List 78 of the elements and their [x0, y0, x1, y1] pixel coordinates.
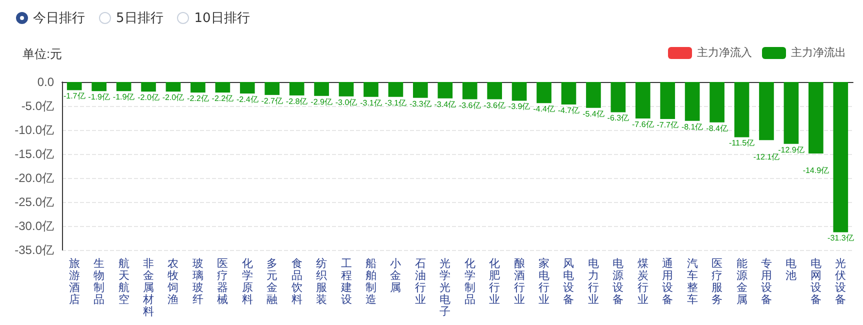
x-tick-label: 医疗器械: [217, 258, 228, 306]
x-tick-label: 电网设备: [810, 257, 822, 306]
x-tick-label: 专用设备: [760, 257, 772, 306]
x-tick-label: 光学光电子: [440, 257, 451, 318]
x-tick-label: 汽车整车: [686, 258, 698, 306]
y-tick-label: -25.0亿: [14, 195, 54, 209]
data-label: -7.7亿: [656, 120, 679, 130]
x-tick-label: 非金属材料: [142, 257, 154, 318]
x-tick-label: 电池: [786, 257, 797, 282]
data-label: -8.1亿: [681, 122, 704, 132]
data-label: -1.9亿: [88, 92, 110, 102]
x-tick-label: 电源设备: [612, 257, 624, 306]
y-tick-label: -30.0亿: [14, 219, 54, 233]
x-tick-label: 通用设备: [662, 257, 674, 306]
data-label: -14.9亿: [802, 166, 830, 176]
data-label: -3.1亿: [384, 98, 407, 108]
legend-label: 主力净流入: [697, 46, 752, 59]
data-label: -6.3亿: [607, 114, 630, 123]
x-tick-label: 家电行业: [538, 257, 550, 306]
x-tick-label: 小金属: [390, 257, 402, 294]
data-label: -2.8亿: [286, 96, 308, 106]
x-tick-label: 煤炭行业: [637, 258, 648, 306]
x-tick-label: 化学原料: [242, 258, 253, 306]
y-tick-label: -10.0亿: [14, 123, 54, 137]
data-label: -8.4亿: [706, 124, 728, 133]
data-label: -2.7亿: [261, 96, 284, 106]
data-label: -31.3亿: [828, 234, 854, 243]
x-tick-label: 旅游酒店: [68, 257, 80, 306]
text: 10日排行: [194, 10, 250, 27]
data-label: -2.2亿: [187, 94, 209, 104]
x-tick-label: 风电设备: [563, 258, 574, 306]
data-label: -2.0亿: [138, 93, 160, 102]
data-label: -3.6亿: [484, 100, 506, 110]
data-label: -4.4亿: [533, 104, 555, 114]
data-label: -3.9亿: [508, 102, 530, 112]
y-tick-label: -35.0亿: [14, 243, 54, 257]
x-tick-label: 航天航空: [118, 257, 130, 306]
x-tick-label: 玻璃玻纤: [192, 257, 204, 306]
text: 今日排行: [33, 10, 85, 27]
y-axis-title: 单位:元: [22, 47, 62, 61]
data-label: -1.7亿: [63, 92, 86, 101]
x-tick-label: 多元金融: [266, 258, 278, 306]
data-label: -3.4亿: [434, 100, 456, 109]
data-label: -3.3亿: [410, 99, 432, 108]
data-label: -7.6亿: [632, 120, 654, 129]
x-tick-label: 能源金属: [736, 257, 748, 306]
data-label: -5.4亿: [582, 109, 604, 118]
data-label: -2.9亿: [310, 97, 332, 106]
data-label: -12.1亿: [753, 152, 780, 162]
data-label: -3.1亿: [360, 98, 382, 108]
x-tick-label: 船舶制造: [365, 258, 376, 306]
y-tick-label: -15.0亿: [14, 147, 54, 161]
x-tick-label: 医疗服务: [712, 258, 723, 306]
x-tick-label: 纺织服装: [316, 257, 328, 306]
x-tick-label: 农牧饲渔: [166, 258, 179, 306]
legend-label: 主力净流出: [791, 46, 846, 59]
x-tick-label: 石油行业: [414, 258, 426, 306]
data-label: -2.2亿: [212, 94, 234, 104]
x-tick-label: 光伏设备: [835, 257, 846, 306]
data-label: -4.7亿: [558, 106, 580, 116]
text: 5日排行: [116, 10, 164, 27]
data-label: -11.5亿: [728, 138, 755, 148]
y-tick-label: 0.0: [37, 75, 54, 89]
x-tick-label: 生物制品: [94, 257, 105, 306]
y-tick-label: -20.0亿: [14, 171, 54, 185]
data-label: -3.0亿: [335, 98, 358, 107]
data-label: -2.0亿: [162, 93, 184, 102]
x-tick-label: 工程建设: [340, 258, 352, 306]
data-label: -1.9亿: [112, 92, 135, 102]
data-label: -2.4亿: [236, 95, 258, 104]
y-tick-label: -5.0亿: [21, 99, 54, 113]
x-tick-label: 化学制品: [464, 258, 476, 306]
x-tick-label: 酿酒行业: [514, 257, 525, 306]
data-label: -3.6亿: [458, 100, 481, 110]
x-tick-label: 电力行业: [588, 257, 599, 306]
x-tick-label: 食品饮料: [290, 258, 302, 306]
data-label: -12.9亿: [778, 145, 804, 154]
x-tick-label: 化肥行业: [489, 258, 500, 306]
